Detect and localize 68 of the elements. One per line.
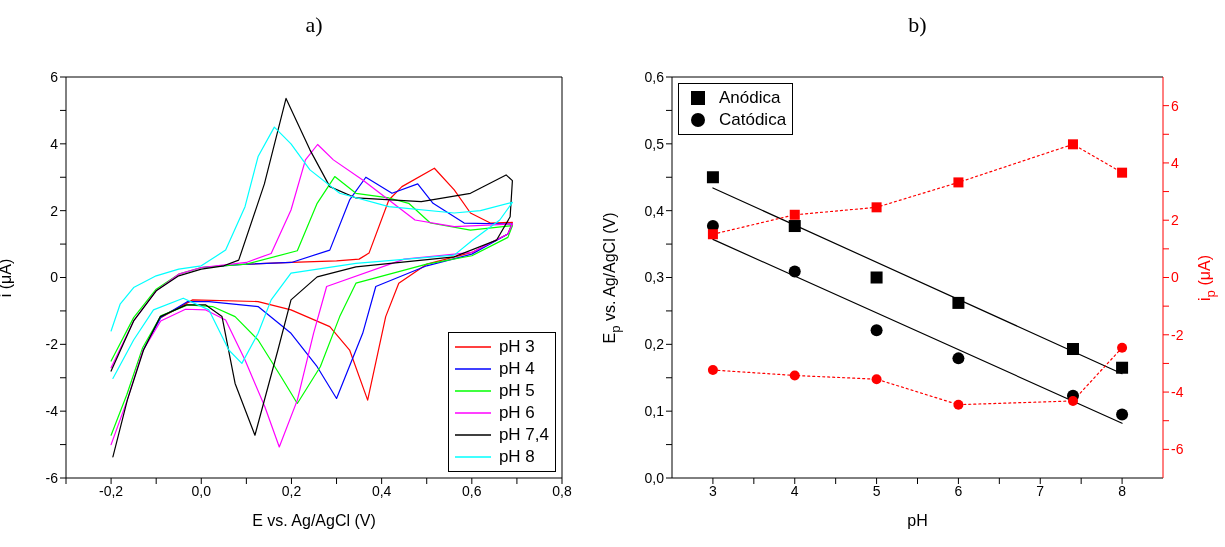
point [789,209,800,220]
y-tick-label: -2 [45,336,59,353]
x-tick-label: 0,6 [462,482,482,499]
x-tick-label: 0,8 [552,482,572,499]
x-axis-title: pH [906,512,929,530]
legend-label: pH 3 [498,337,535,357]
y-tick-label: 0,6 [644,68,665,85]
y-tick-label: 0,2 [644,336,665,353]
point [953,399,964,410]
y-tick-label: -6 [45,469,59,486]
point [788,220,801,233]
y-tick-label: 2 [50,202,59,219]
y-tick-label: 4 [50,135,59,152]
x-tick-label: 0,0 [191,482,212,499]
y2-tick-label: -2 [1171,326,1184,343]
y-tick-label: 0,1 [644,403,665,420]
y-tick-label: 0,0 [644,469,665,486]
y-tick-label: 6 [50,68,59,85]
point [871,374,882,385]
point [953,177,964,188]
x-tick-label: 4 [790,482,799,499]
point [871,202,882,213]
x-tick-label: 7 [1036,482,1045,499]
y2-tick-label: 4 [1171,154,1179,171]
point [707,229,718,240]
x-tick-label: 0,2 [281,482,302,499]
x-tick-label: 6 [954,482,963,499]
y-axis-title: i (μA) [0,258,15,297]
chart-title: b) [907,12,928,38]
point [870,324,883,337]
legend-label: pH 6 [498,403,535,423]
point [1116,361,1129,374]
y-tick-label: 0 [50,269,59,286]
point [1117,167,1128,178]
point [1067,395,1078,406]
y-tick-label: -4 [45,403,59,420]
x-tick-label: 5 [872,482,881,499]
point [952,296,965,309]
legend-label: pH 8 [498,447,535,467]
point [952,352,965,365]
point [706,171,719,184]
point [1066,343,1079,356]
x-tick-label: 8 [1118,482,1127,499]
y2-tick-label: 6 [1171,97,1179,114]
legend-label: Catódica [719,110,787,130]
y-tick-label: 0,4 [644,202,665,219]
y2-tick-label: -4 [1171,384,1184,401]
point [870,271,883,284]
y2-tick-label: -6 [1171,441,1184,458]
point [1067,139,1078,150]
point [707,365,718,376]
y-tick-label: 0,3 [644,269,665,286]
point [788,265,801,278]
legend-label: pH 5 [498,381,535,401]
point [1116,408,1129,421]
point [1117,342,1128,353]
x-axis-title: E vs. Ag/AgCl (V) [251,512,377,530]
legend-label: Anódica [719,88,781,108]
chart-title: a) [304,12,324,38]
point [789,370,800,381]
legend-label: pH 4 [498,359,535,379]
legend-label: pH 7,4 [498,425,549,445]
x-tick-label: 3 [709,482,718,499]
y2-tick-label: 2 [1171,212,1179,229]
x-tick-label: -0,2 [99,482,124,499]
y-tick-label: 0,5 [644,135,665,152]
x-tick-label: 0,4 [371,482,392,499]
y2-tick-label: 0 [1171,269,1179,286]
